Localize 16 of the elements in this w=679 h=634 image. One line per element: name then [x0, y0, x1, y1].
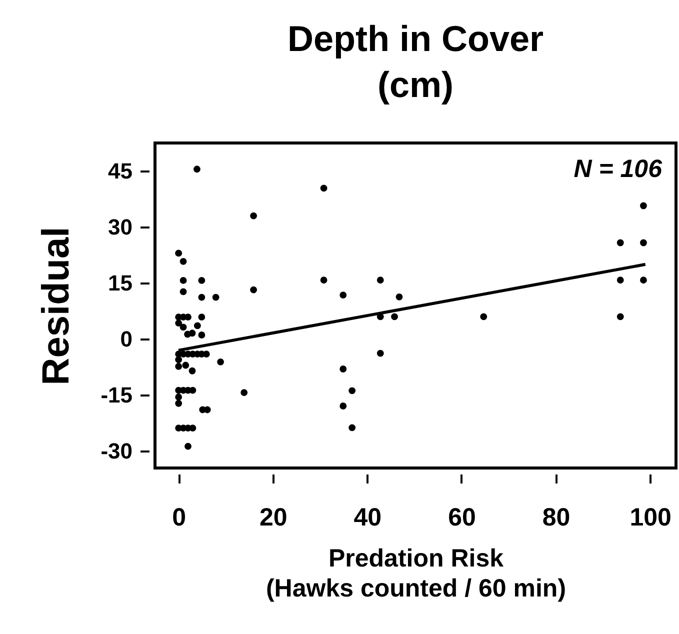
- y-tick-label: 15: [108, 270, 132, 296]
- annotation: N = 106: [574, 155, 664, 183]
- x-tick-label: 20: [259, 504, 288, 532]
- y-axis-title: Residual: [36, 226, 78, 386]
- y-tick-label: 30: [108, 214, 132, 240]
- x-tick-label: 0: [172, 504, 186, 532]
- y-tick-label: -15: [100, 382, 132, 408]
- chart-title: Depth in Cover (cm): [287, 18, 544, 105]
- y-tick-label: 0: [120, 326, 132, 352]
- y-tick-label: -30: [100, 438, 132, 464]
- x-tick-label: 40: [354, 504, 382, 532]
- x-tick-label: 60: [448, 504, 476, 532]
- y-tick-label: 45: [108, 158, 132, 184]
- x-tick-label: 80: [542, 504, 570, 532]
- x-axis-title: Predation Risk (Hawks counted / 60 min): [266, 544, 566, 602]
- x-tick-label: 100: [630, 504, 672, 532]
